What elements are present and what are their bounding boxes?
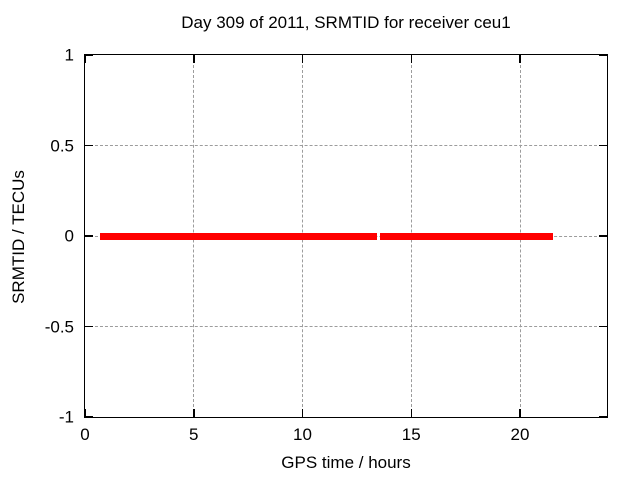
x-tick-label: 5: [189, 425, 199, 444]
y-tick-left: [85, 54, 93, 56]
y-tick-left: [85, 144, 93, 147]
x-tick-top: [301, 55, 304, 63]
y-tick-left: [85, 416, 93, 418]
y-tick-right: [599, 416, 607, 418]
x-tick-top: [193, 55, 195, 63]
y-tick-left: [85, 325, 93, 328]
x-tick-bottom: [301, 409, 304, 417]
series-line-segment: [379, 232, 554, 240]
x-tick-bottom: [519, 409, 521, 417]
y-tick-right: [599, 325, 607, 328]
x-tick-label: 10: [293, 425, 312, 444]
y-axis-label: SRMTID / TECUs: [9, 170, 28, 304]
y-tick-right: [599, 144, 607, 147]
y-tick-label: 0: [64, 226, 74, 246]
y-tick-right: [599, 54, 607, 56]
chart-title: Day 309 of 2011, SRMTID for receiver ceu…: [181, 13, 511, 32]
x-tick-top: [519, 55, 521, 63]
gridline-horizontal: [85, 326, 607, 327]
x-tick-label: 0: [80, 425, 90, 444]
y-tick-right: [599, 235, 607, 237]
plot-area: 0 5 10 15 20 -1 -0.5 0 0.5 1: [45, 47, 608, 443]
x-tick-top: [84, 55, 86, 63]
x-tick-label: 20: [510, 425, 530, 444]
y-tick-label: 0.5: [50, 136, 74, 155]
gridline-horizontal: [85, 145, 607, 146]
x-tick-bottom: [84, 409, 86, 417]
series-line-segment: [100, 232, 378, 240]
x-axis-label: GPS time / hours: [281, 453, 411, 472]
y-tick-left: [85, 235, 93, 237]
x-tick-bottom: [193, 409, 195, 417]
x-tick-label: 15: [401, 425, 421, 444]
x-tick-bottom: [410, 409, 412, 417]
x-tick-top: [410, 55, 412, 63]
y-tick-label: -1: [58, 407, 74, 427]
y-tick-label: -0.5: [44, 317, 74, 336]
y-tick-label: 1: [64, 45, 74, 65]
